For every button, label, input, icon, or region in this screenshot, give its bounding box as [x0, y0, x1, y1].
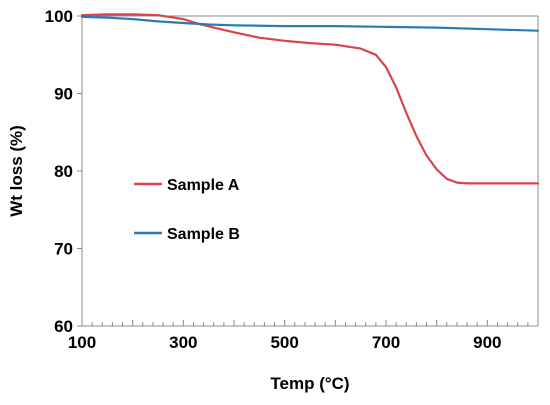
- y-tick-label: 90: [54, 85, 73, 104]
- x-tick-label: 900: [473, 333, 501, 352]
- plot-area: [81, 15, 539, 327]
- y-tick-label: 60: [54, 317, 73, 336]
- plot-frame: [81, 15, 539, 327]
- series-line-1: [80, 13, 540, 185]
- x-tick-label: 100: [68, 333, 96, 352]
- legend: Sample A Sample B: [134, 177, 240, 243]
- ticks-layer: 100 300 500 700 900 60 70 80 90 100: [45, 7, 539, 352]
- legend-label: Sample A: [167, 177, 240, 194]
- x-tick-label: 300: [169, 333, 197, 352]
- x-tick-label: 500: [270, 333, 298, 352]
- x-tick-label: 700: [372, 333, 400, 352]
- x-axis-title: Temp (°C): [270, 374, 349, 393]
- series-layer: [80, 13, 540, 185]
- legend-label: Sample B: [167, 226, 240, 243]
- y-tick-label: 80: [54, 162, 73, 181]
- series-line-2: [80, 15, 540, 32]
- y-tick-label: 70: [54, 240, 73, 259]
- y-tick-label: 100: [45, 7, 73, 26]
- y-axis-title: Wt loss (%): [7, 125, 26, 217]
